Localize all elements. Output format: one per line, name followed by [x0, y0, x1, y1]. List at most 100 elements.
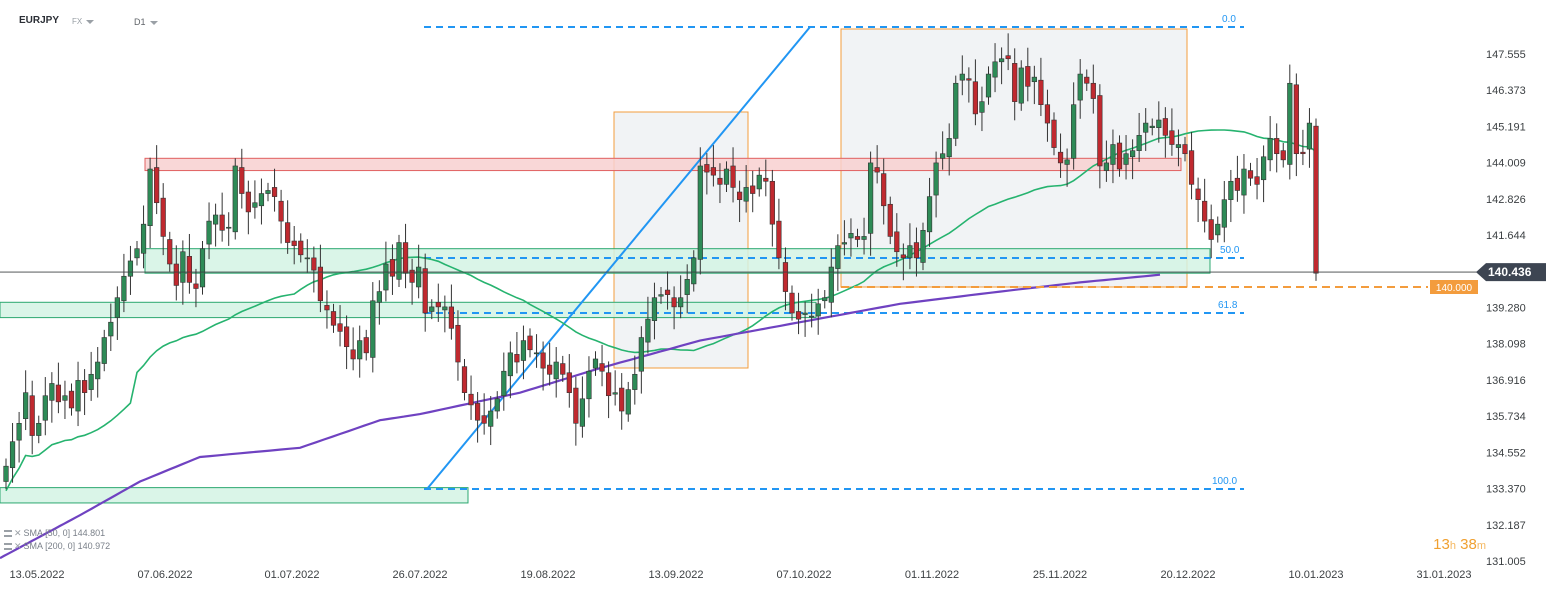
candle-body — [926, 196, 933, 233]
market-type-selector[interactable]: FX — [72, 17, 95, 26]
candle-body — [1300, 151, 1306, 155]
candle-body — [1051, 119, 1057, 148]
candle-body — [285, 222, 291, 243]
candle-body — [461, 366, 468, 393]
candle — [140, 205, 147, 269]
candle-body — [488, 410, 494, 427]
chevron-down-icon — [86, 19, 95, 24]
candle — [199, 241, 206, 295]
candle — [527, 328, 533, 358]
candle-body — [1025, 66, 1031, 87]
candle-body — [651, 297, 658, 321]
candle-body — [750, 185, 756, 194]
close-icon[interactable]: ✕ — [14, 541, 22, 551]
candle-body — [1077, 73, 1083, 101]
candle — [1182, 136, 1188, 162]
candle-body — [389, 259, 396, 277]
candle — [239, 148, 245, 209]
candle — [258, 178, 265, 225]
y-tick-label: 135.734 — [1486, 411, 1526, 423]
candle — [1018, 60, 1024, 111]
candle-body — [619, 387, 625, 412]
list-icon[interactable] — [4, 543, 12, 551]
candle — [330, 303, 337, 333]
candle-body — [1313, 125, 1319, 274]
candle — [573, 376, 579, 446]
candle-body — [474, 403, 481, 421]
interval-selector[interactable]: D1 — [134, 17, 158, 27]
candle-body — [1182, 144, 1188, 155]
candle — [1057, 133, 1064, 178]
candle — [278, 189, 284, 244]
candle — [29, 380, 35, 455]
candle — [389, 244, 396, 295]
candle — [592, 351, 599, 376]
sma-50-legend[interactable]: ✕ SMA [50, 0] 144.801 — [4, 528, 105, 539]
candle-body — [68, 390, 75, 409]
candle — [219, 192, 225, 242]
candle-body — [1031, 76, 1037, 83]
candle — [579, 376, 585, 438]
candle-body — [1084, 76, 1090, 84]
candle — [586, 356, 592, 418]
candle — [1228, 169, 1234, 223]
candle-body — [1097, 95, 1103, 167]
candle — [1274, 123, 1280, 173]
candle-body — [985, 73, 992, 98]
candle — [1313, 118, 1319, 281]
candle — [881, 158, 887, 225]
candle-body — [1116, 142, 1123, 170]
candle-body — [1071, 104, 1077, 159]
timer-hours: 13 — [1433, 536, 1450, 553]
list-icon[interactable] — [4, 530, 12, 538]
candle — [468, 375, 474, 420]
candle — [101, 329, 107, 372]
candle — [154, 145, 160, 215]
candle — [75, 361, 81, 427]
candle-body — [822, 297, 828, 302]
interval-label: D1 — [134, 17, 146, 27]
candle-body — [232, 165, 238, 233]
candle — [599, 344, 605, 387]
sma-200-legend[interactable]: ✕ SMA [200, 0] 140.972 — [4, 541, 110, 552]
candle — [874, 145, 880, 184]
candle-body — [782, 262, 789, 292]
candle — [920, 222, 926, 271]
candle — [180, 240, 186, 305]
candle — [520, 325, 527, 380]
candle-body — [468, 393, 474, 406]
candle-body — [114, 297, 120, 318]
x-tick-label: 20.12.2022 — [1160, 569, 1215, 581]
candle — [717, 163, 723, 204]
candle — [940, 131, 946, 170]
candle-body — [756, 174, 762, 190]
candle-body — [330, 311, 337, 326]
candle-body — [1287, 82, 1293, 165]
candle-body — [1267, 138, 1273, 161]
candle-body — [763, 177, 769, 182]
sma-200-value: 140.972 — [77, 541, 111, 551]
candle-body — [245, 191, 251, 213]
candle — [867, 151, 874, 256]
candle — [448, 284, 455, 340]
candle-body — [940, 153, 946, 159]
candle — [605, 361, 612, 419]
candle-body — [828, 266, 834, 303]
candle-body — [140, 223, 147, 254]
chevron-down-icon — [149, 20, 158, 25]
candle-body — [658, 294, 664, 297]
candle — [547, 342, 553, 386]
candle — [769, 169, 775, 247]
candle-body — [789, 292, 795, 314]
candle — [828, 248, 834, 318]
candle-body — [429, 306, 435, 312]
candle-body — [383, 263, 389, 291]
close-icon[interactable]: ✕ — [14, 528, 22, 538]
candle-body — [684, 279, 690, 295]
candle — [49, 372, 55, 423]
candle — [271, 168, 278, 212]
candle-body — [108, 321, 114, 337]
symbol-title[interactable]: EURJPY — [19, 15, 60, 26]
candle-body — [514, 354, 520, 363]
